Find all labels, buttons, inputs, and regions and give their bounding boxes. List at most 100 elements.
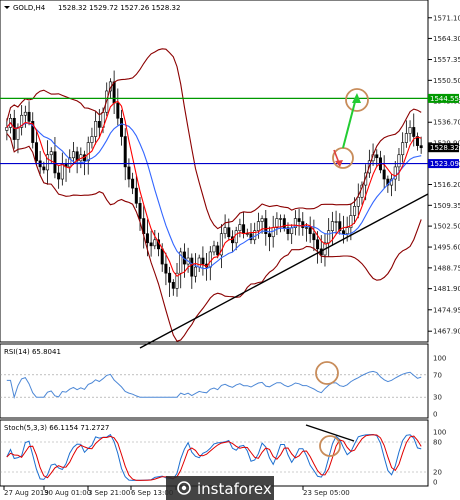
candle-body: [175, 272, 179, 289]
price-tick-label: 1467.90: [433, 328, 460, 336]
candle-body: [238, 224, 242, 231]
candle-body: [138, 203, 142, 219]
candle-body: [267, 233, 271, 238]
candle-body: [123, 136, 127, 168]
ohlc-values: 1528.32 1529.72 1527.26 1528.32: [58, 4, 180, 12]
candle-body: [194, 266, 198, 277]
instaforex-logo-dot: [181, 485, 187, 491]
stoch-circle: [319, 435, 341, 457]
candle-body: [338, 221, 342, 231]
rsi-tick-label: 30: [433, 394, 442, 402]
stoch-panel: [0, 419, 429, 487]
candle-body: [86, 142, 90, 162]
watermark: instaforex: [166, 476, 274, 500]
candle-body: [271, 227, 275, 238]
candle-body: [293, 218, 297, 228]
candle-body: [282, 218, 286, 228]
candle-body: [242, 224, 246, 235]
current-price-tag-bg: [428, 143, 459, 153]
symbol-label: GOLD,H4: [13, 4, 46, 12]
candle-body: [164, 263, 168, 274]
candle-body: [260, 218, 264, 222]
time-tick-label: 27 Aug 2019: [4, 489, 49, 497]
candle-body: [60, 163, 64, 180]
price-tick-label: 1564.30: [433, 35, 460, 43]
upper-level-tag: 1544.55: [428, 93, 459, 103]
candle-body: [190, 257, 194, 277]
candle-body: [153, 239, 157, 247]
current-price-tag-text: 1528.32: [430, 144, 459, 152]
stoch-tick-label: 80: [433, 439, 442, 447]
candle-body: [334, 221, 338, 223]
candle-body: [356, 196, 360, 207]
candle-body: [382, 169, 386, 180]
stoch-label: Stoch(5,3,3) 66.1154 71.2727: [4, 424, 109, 432]
upper-level-tag-bg: [428, 93, 459, 103]
candle-body: [404, 133, 408, 143]
rsi-panel: [0, 343, 429, 419]
candle-body: [5, 127, 9, 131]
chart-header: GOLD,H4 1528.32 1529.72 1527.26 1528.32: [4, 4, 180, 12]
rsi-line: [6, 370, 422, 400]
candle-body: [297, 218, 301, 222]
candle-body: [401, 142, 405, 156]
stoch-tick-label: 20: [433, 469, 442, 477]
target-circle: [345, 88, 369, 112]
candle-body: [245, 233, 249, 235]
candle-body: [149, 242, 153, 247]
rsi-circle: [315, 361, 339, 385]
candle-body: [304, 227, 308, 229]
candle-body: [341, 230, 345, 235]
stoch-divergence-line: [305, 424, 355, 442]
candle-body: [316, 239, 320, 250]
candle-body: [219, 233, 223, 256]
price-tick-label: 1571.10: [433, 14, 460, 22]
dropdown-icon[interactable]: [4, 6, 10, 9]
candle-body: [327, 230, 331, 244]
candle-body: [223, 227, 227, 235]
candle-body: [34, 142, 38, 162]
time-tick-label: 23 Sep 05:00: [303, 489, 350, 497]
candle-body: [227, 227, 231, 238]
main-panel: [0, 0, 429, 343]
candle-body: [134, 187, 138, 204]
price-tick-label: 1481.90: [433, 285, 460, 293]
candle-body: [330, 221, 334, 231]
candle-body: [131, 178, 135, 189]
candle-body: [71, 151, 75, 159]
candle-body: [249, 233, 253, 241]
pullback-arrow-head-icon: [335, 160, 343, 167]
candle-body: [94, 121, 98, 137]
upper-level-tag-text: 1544.55: [430, 95, 459, 103]
watermark-text: instaforex: [197, 480, 272, 498]
candle-body: [160, 248, 164, 265]
candle-body: [197, 257, 201, 268]
candle-body: [23, 111, 27, 116]
lower-level-tag: 1523.09: [428, 159, 459, 169]
price-tick-label: 1474.95: [433, 306, 460, 314]
candle-body: [301, 221, 305, 228]
bollinger-upper-line: [6, 48, 422, 230]
candle-body: [16, 127, 20, 140]
candle-body: [97, 121, 101, 128]
candle-body: [20, 114, 24, 128]
candle-body: [31, 121, 35, 143]
lower-level-tag-text: 1523.09: [430, 160, 459, 168]
candle-body: [127, 166, 131, 180]
candle-body: [375, 154, 379, 159]
rsi-label: RSI(14) 65.8041: [4, 348, 61, 356]
lower-level-tag-bg: [428, 159, 459, 169]
price-tick-label: 1488.75: [433, 264, 460, 272]
stoch-tick-label: 0: [433, 479, 437, 487]
candle-body: [208, 251, 212, 268]
bullish-arrow-line: [342, 97, 357, 149]
candle-body: [393, 166, 397, 180]
candle-body: [275, 218, 279, 228]
rsi-tick-label: 100: [433, 355, 446, 363]
candle-body: [116, 102, 120, 119]
price-tick-label: 1557.35: [433, 56, 460, 64]
time-tick-label: 6 Sep 13:00: [131, 489, 173, 497]
instaforex-logo-icon: [177, 481, 191, 495]
candle-body: [279, 218, 283, 220]
